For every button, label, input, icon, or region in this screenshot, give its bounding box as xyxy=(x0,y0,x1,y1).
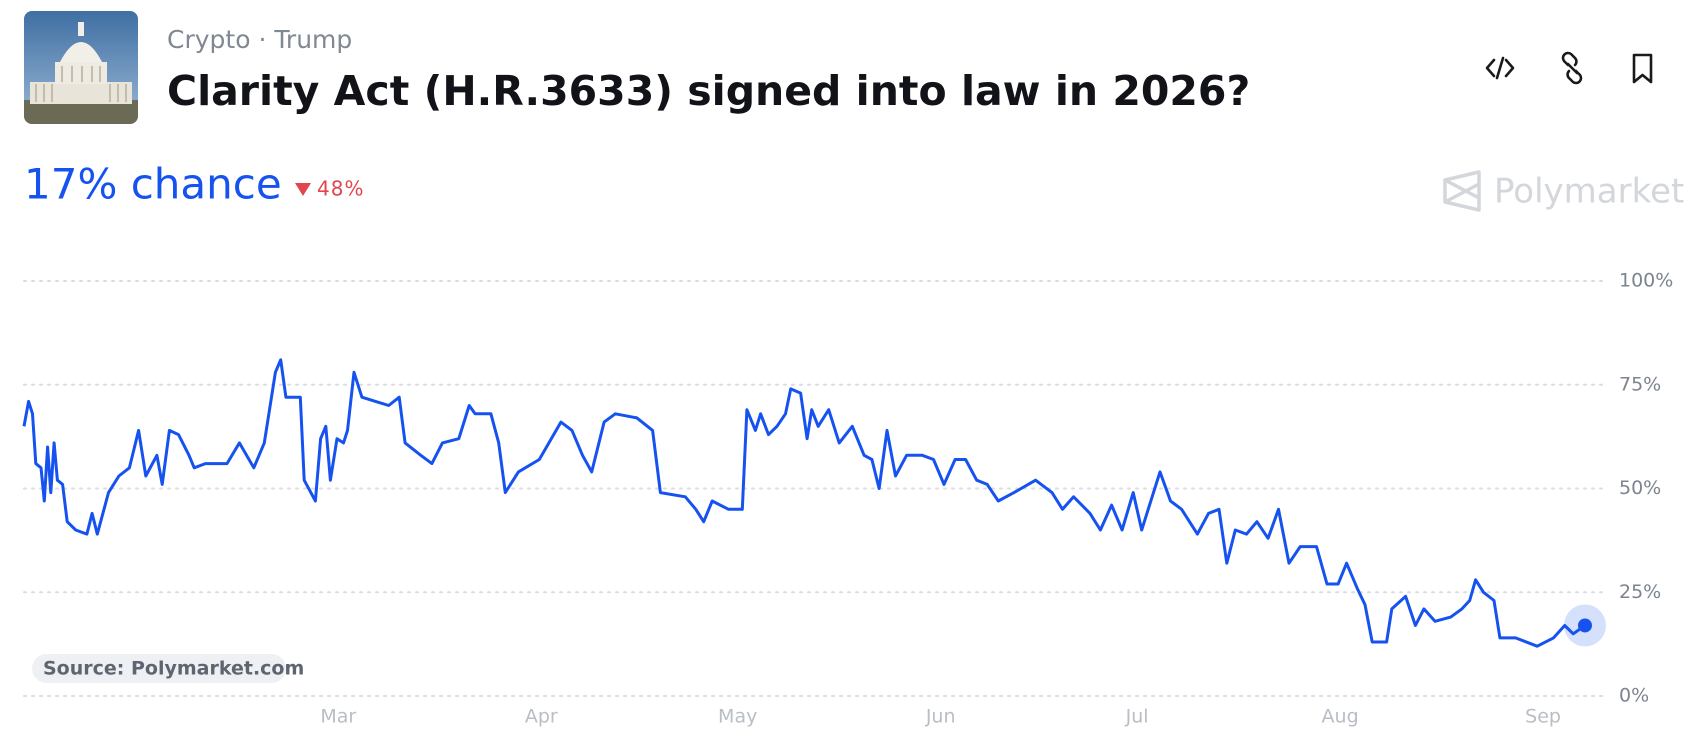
x-tick-label: Jul xyxy=(1125,706,1149,728)
x-tick-label: Aug xyxy=(1322,706,1359,728)
bookmark-button[interactable] xyxy=(1624,50,1660,86)
change-down-icon xyxy=(295,183,311,196)
price-chart: 0% 25% 50% 75% 100% Mar Apr May Jun Jul Aug Sep xyxy=(22,270,1673,728)
end-point xyxy=(1577,618,1592,633)
y-tick-label: 50% xyxy=(1619,477,1661,499)
x-tick-label: May xyxy=(718,706,757,728)
x-tick-label: Sep xyxy=(1525,706,1561,728)
y-tick-label: 0% xyxy=(1619,685,1649,707)
brand-name: Polymarket xyxy=(1494,172,1684,212)
x-tick-label: Apr xyxy=(525,706,558,728)
y-tick-label: 100% xyxy=(1619,270,1673,292)
market-thumbnail xyxy=(24,11,138,124)
source-label: Source: Polymarket.com xyxy=(43,658,304,680)
brand-logo: Polymarket xyxy=(1443,170,1684,212)
market-category: Crypto · Trump xyxy=(167,25,352,54)
x-tick-label: Mar xyxy=(320,706,356,728)
source-badge xyxy=(32,654,286,683)
y-tick-label: 25% xyxy=(1619,581,1661,603)
chance-label: 17% chance xyxy=(24,160,282,209)
change-label: 48% xyxy=(317,177,364,201)
market-title: Clarity Act (H.R.3633) signed into law i… xyxy=(167,67,1250,115)
price-line xyxy=(22,358,1586,648)
embed-button[interactable] xyxy=(1482,50,1518,86)
copy-link-button[interactable] xyxy=(1554,50,1590,86)
x-tick-label: Jun xyxy=(925,706,956,728)
y-tick-label: 75% xyxy=(1619,373,1661,395)
